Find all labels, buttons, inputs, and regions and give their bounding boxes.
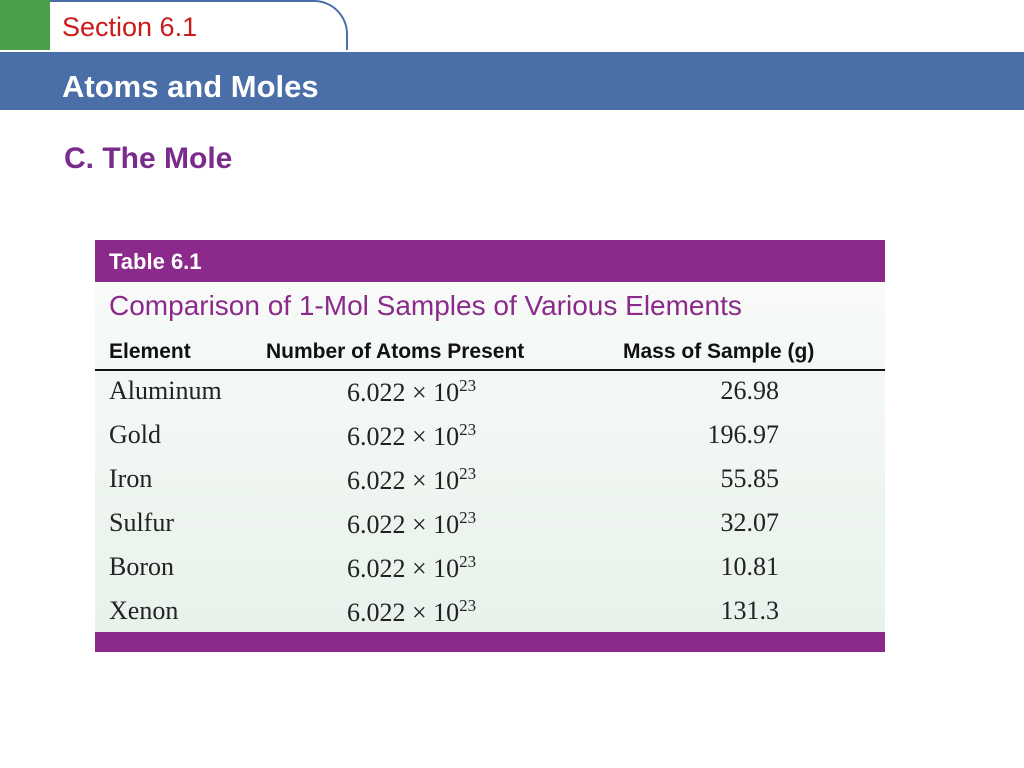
atom-count-base: 6.022 × 10: [347, 378, 460, 407]
element-name: Aluminum: [109, 376, 222, 405]
element-name: Boron: [109, 552, 174, 581]
atom-count-exponent: 23: [459, 376, 477, 395]
table-label: Table 6.1: [109, 249, 202, 274]
atom-count-base: 6.022 × 10: [347, 466, 460, 495]
atom-count-exponent: 23: [459, 508, 477, 527]
atom-count: 6.022 × 1023: [347, 464, 476, 496]
atom-count: 6.022 × 1023: [347, 508, 476, 540]
element-name: Xenon: [109, 596, 179, 625]
column-header: Number of Atoms Present: [266, 340, 525, 363]
atom-count: 6.022 × 1023: [347, 376, 476, 408]
atom-count-exponent: 23: [459, 552, 477, 571]
corner-block: [0, 0, 50, 50]
element-name: Iron: [109, 464, 153, 493]
atom-count-base: 6.022 × 10: [347, 510, 460, 539]
atom-count-exponent: 23: [459, 596, 477, 615]
column-header: Mass of Sample (g): [623, 340, 815, 363]
atom-count-base: 6.022 × 10: [347, 598, 460, 627]
sample-mass: 10.81: [720, 552, 780, 581]
sample-mass: 131.3: [720, 596, 780, 625]
table-band: [95, 240, 885, 282]
atom-count: 6.022 × 1023: [347, 596, 476, 628]
sample-mass: 26.98: [720, 376, 780, 405]
atom-count-exponent: 23: [459, 464, 477, 483]
table-caption: Comparison of 1-Mol Samples of Various E…: [109, 290, 742, 321]
header-rule: [95, 369, 885, 371]
table: Table 6.1 Comparison of 1-Mol Samples of…: [95, 240, 885, 652]
atom-count-base: 6.022 × 10: [347, 554, 460, 583]
table-foot: [95, 632, 885, 652]
sample-mass: 196.97: [707, 420, 780, 449]
slide-title: Atoms and Moles: [62, 69, 319, 104]
atom-count: 6.022 × 1023: [347, 552, 476, 584]
column-header: Element: [109, 340, 191, 363]
heading: C. The Mole: [64, 142, 233, 175]
sample-mass: 32.07: [720, 508, 780, 537]
element-name: Sulfur: [109, 508, 174, 537]
sample-mass: 55.85: [720, 464, 780, 493]
element-name: Gold: [109, 420, 161, 449]
title-bar: [0, 52, 1024, 110]
section-label: Section 6.1: [62, 12, 198, 42]
atom-count-base: 6.022 × 10: [347, 422, 460, 451]
section-tab: [50, 0, 348, 50]
atom-count: 6.022 × 1023: [347, 420, 476, 452]
atom-count-exponent: 23: [459, 420, 477, 439]
